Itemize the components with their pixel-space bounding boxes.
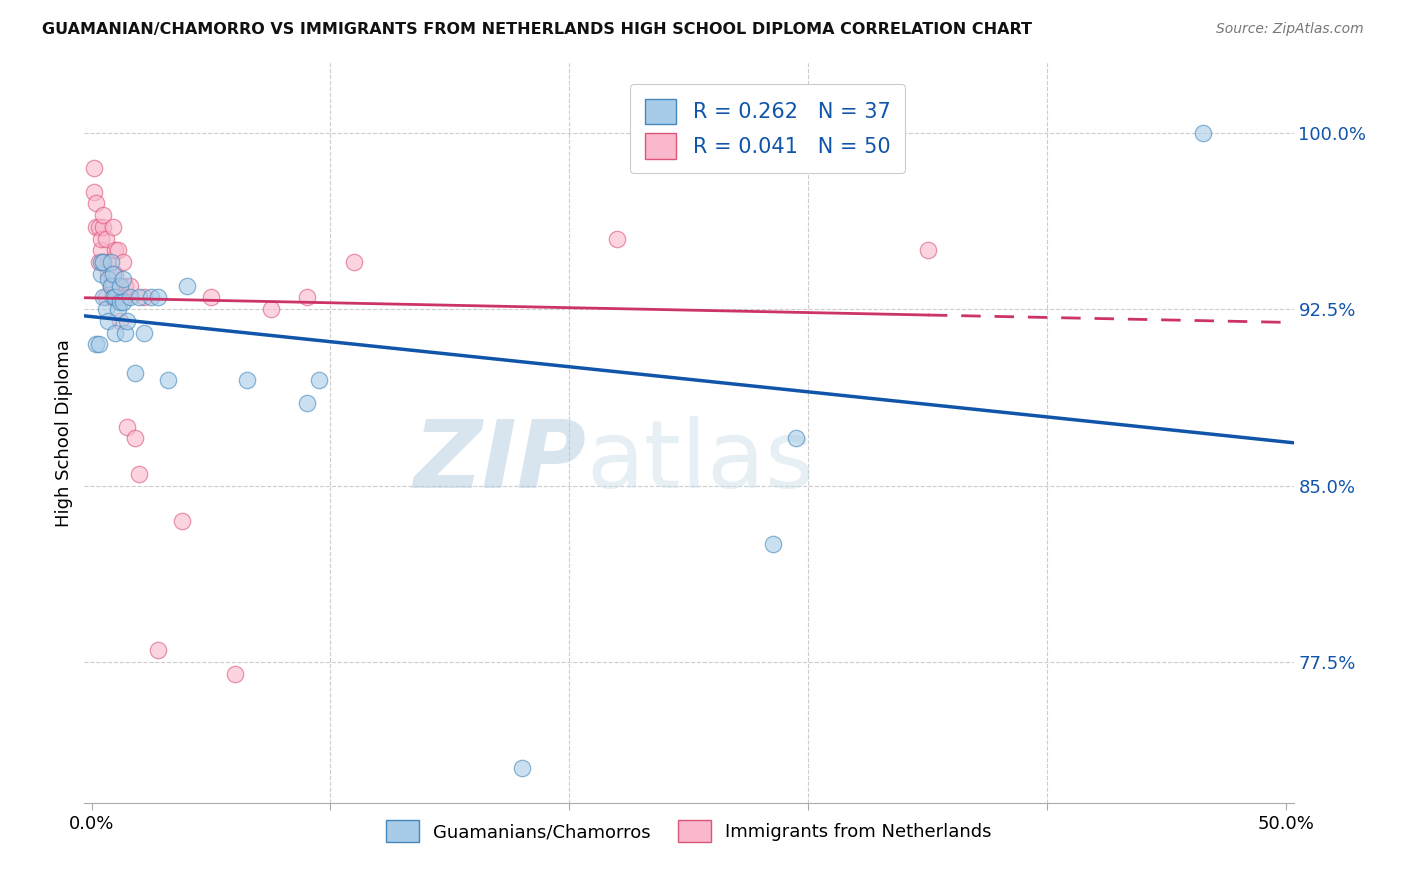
Point (308, 373, 330, 387)
Point (295, 290, 318, 304)
Point (114, 278, 136, 293)
Point (114, 326, 136, 340)
Point (90, 232, 112, 246)
Point (93, 219, 115, 234)
Point (90, 267, 112, 281)
Point (108, 278, 131, 293)
Point (101, 278, 124, 293)
Point (101, 267, 124, 281)
Point (295, 396, 318, 410)
Point (1191, 126, 1213, 140)
Point (83, 161, 105, 176)
Point (87, 255, 110, 269)
Point (761, 537, 783, 551)
Point (93, 255, 115, 269)
Text: atlas: atlas (586, 417, 814, 508)
Point (118, 278, 141, 293)
Point (90, 255, 112, 269)
Point (93, 208, 115, 222)
Point (90, 244, 112, 258)
Point (148, 643, 170, 657)
Point (156, 373, 179, 387)
Point (100, 278, 122, 293)
Point (118, 290, 141, 304)
Point (606, 232, 628, 246)
Point (343, 255, 366, 269)
Point (83, 185, 105, 199)
Point (917, 244, 939, 258)
Point (101, 290, 124, 304)
Point (94, 302, 117, 317)
Point (97, 267, 120, 281)
Point (87, 337, 110, 351)
Point (141, 290, 163, 304)
Point (111, 255, 134, 269)
Point (104, 267, 127, 281)
Text: ZIP: ZIP (413, 417, 586, 508)
Point (510, 760, 533, 774)
Point (111, 271, 134, 285)
Legend: Guamanians/Chamorros, Immigrants from Netherlands: Guamanians/Chamorros, Immigrants from Ne… (380, 813, 998, 849)
Point (84, 219, 107, 234)
Point (260, 302, 283, 317)
Point (132, 326, 155, 340)
Point (107, 244, 129, 258)
Text: Source: ZipAtlas.com: Source: ZipAtlas.com (1216, 22, 1364, 37)
Point (100, 278, 122, 293)
Point (94, 232, 117, 246)
Y-axis label: High School Diploma: High School Diploma (55, 339, 73, 526)
Point (785, 432, 807, 446)
Point (236, 373, 259, 387)
Point (108, 290, 131, 304)
Point (101, 219, 124, 234)
Point (128, 290, 150, 304)
Point (172, 514, 194, 528)
Point (97, 271, 120, 285)
Point (108, 314, 131, 328)
Point (93, 255, 115, 269)
Point (87, 219, 110, 234)
Point (200, 290, 222, 304)
Point (104, 326, 127, 340)
Point (111, 290, 134, 304)
Point (100, 267, 122, 281)
Point (104, 290, 127, 304)
Point (128, 467, 150, 481)
Point (117, 419, 139, 434)
Point (111, 295, 134, 310)
Point (176, 278, 198, 293)
Point (107, 302, 129, 317)
Point (104, 244, 127, 258)
Point (100, 255, 122, 269)
Point (84, 196, 107, 211)
Point (114, 290, 136, 304)
Point (108, 295, 131, 310)
Point (117, 314, 139, 328)
Point (148, 290, 170, 304)
Point (97, 314, 120, 328)
Point (97, 255, 120, 269)
Point (94, 290, 117, 304)
Point (132, 290, 155, 304)
Point (124, 366, 146, 380)
Point (124, 432, 146, 446)
Point (224, 666, 246, 681)
Text: GUAMANIAN/CHAMORRO VS IMMIGRANTS FROM NETHERLANDS HIGH SCHOOL DIPLOMA CORRELATIO: GUAMANIAN/CHAMORRO VS IMMIGRANTS FROM NE… (42, 22, 1032, 37)
Point (84, 337, 107, 351)
Point (107, 290, 129, 304)
Point (93, 290, 115, 304)
